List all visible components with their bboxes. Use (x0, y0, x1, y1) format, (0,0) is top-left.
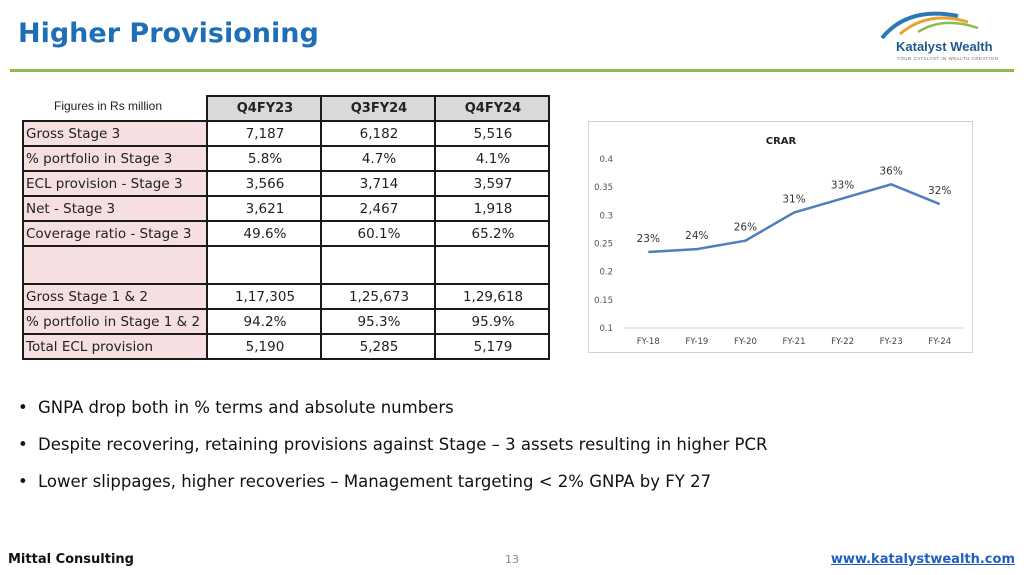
table-cell: 7,187 (206, 120, 322, 147)
table-cell: 1,25,673 (320, 283, 436, 310)
table-header-row: Q4FY23 Q3FY24 Q4FY24 (23, 95, 550, 122)
table-cell: 1,29,618 (434, 283, 550, 310)
column-header: Q4FY24 (434, 95, 550, 122)
page-title: Higher Provisioning (18, 18, 319, 49)
table-row (22, 245, 550, 285)
row-label: Coverage ratio - Stage 3 (22, 220, 208, 247)
table-cell: 3,597 (434, 170, 550, 197)
table-cell: 95.9% (434, 308, 550, 335)
chart-title: CRAR (766, 136, 797, 147)
data-label: 24% (685, 230, 708, 242)
table-row: Net - Stage 3 3,621 2,467 1,918 (22, 195, 550, 222)
bullet-list: GNPA drop both in % terms and absolute n… (18, 398, 767, 509)
row-label: % portfolio in Stage 1 & 2 (22, 308, 208, 335)
x-tick-label: FY-19 (685, 337, 708, 347)
table-note: Figures in Rs million (54, 99, 163, 113)
y-tick-label: 0.1 (599, 324, 613, 334)
row-label: Gross Stage 3 (22, 120, 208, 147)
data-label: 31% (782, 194, 805, 206)
x-tick-label: FY-23 (880, 337, 903, 347)
row-label: Gross Stage 1 & 2 (22, 283, 208, 310)
table-cell: 3,566 (206, 170, 322, 197)
bullet-item: Despite recovering, retaining provisions… (18, 435, 767, 472)
crar-series-line (648, 183, 941, 254)
table-cell: 5,516 (434, 120, 550, 147)
katalyst-logo: Katalyst Wealth YOUR CATALYST IN WEALTH … (878, 8, 1014, 68)
table-cell (434, 245, 550, 285)
table-cell: 5,190 (206, 333, 322, 360)
table-cell (320, 245, 436, 285)
table-row: Total ECL provision 5,190 5,285 5,179 (22, 333, 550, 360)
row-label (22, 245, 208, 285)
data-label: 26% (734, 222, 757, 234)
table-cell: 6,182 (320, 120, 436, 147)
crar-chart-svg: CRAR 0.1 0.15 0.2 0.25 0.3 0.35 0.4 FY-18 FY-19 FY… (594, 136, 964, 347)
table-cell: 60.1% (320, 220, 436, 247)
table-cell: 5,285 (320, 333, 436, 360)
y-tick-label: 0.4 (599, 155, 613, 165)
x-tick-label: FY-20 (734, 337, 757, 347)
row-label: Total ECL provision (22, 333, 208, 360)
x-tick-label: FY-21 (783, 337, 806, 347)
row-label: % portfolio in Stage 3 (22, 145, 208, 172)
table-cell: 3,714 (320, 170, 436, 197)
crar-chart: CRAR 0.1 0.15 0.2 0.25 0.3 0.35 0.4 FY-18 FY-19 FY… (588, 121, 973, 353)
table-cell: 65.2% (434, 220, 550, 247)
title-divider (10, 69, 1014, 72)
table-cell: 4.1% (434, 145, 550, 172)
data-label: 33% (831, 179, 854, 191)
table-row: Gross Stage 1 & 2 1,17,305 1,25,673 1,29,61… (22, 283, 550, 310)
y-tick-label: 0.15 (594, 296, 613, 306)
table-cell: 1,918 (434, 195, 550, 222)
table-cell: 3,621 (206, 195, 322, 222)
data-label: 32% (928, 185, 951, 197)
table-row: % portfolio in Stage 1 & 2 94.2% 95.3% 95.9… (22, 308, 550, 335)
y-tick-label: 0.25 (594, 240, 613, 250)
table-cell: 49.6% (206, 220, 322, 247)
table-row: % portfolio in Stage 3 5.8% 4.7% 4.1% (22, 145, 550, 172)
provisioning-table: Q4FY23 Q3FY24 Q4FY24 Gross Stage 3 7,187 6… (22, 95, 550, 360)
table-cell: 5,179 (434, 333, 550, 360)
table-row: Gross Stage 3 7,187 6,182 5,516 (22, 120, 550, 147)
table-cell (206, 245, 322, 285)
data-label: 36% (879, 165, 902, 177)
table-cell: 5.8% (206, 145, 322, 172)
bullet-item: Lower slippages, higher recoveries – Man… (18, 472, 767, 509)
y-tick-label: 0.2 (599, 268, 613, 278)
page-number: 13 (505, 553, 519, 566)
logo-name: Katalyst Wealth (896, 39, 993, 54)
table-cell: 2,467 (320, 195, 436, 222)
row-label: ECL provision - Stage 3 (22, 170, 208, 197)
table-cell: 4.7% (320, 145, 436, 172)
logo-arcs-icon (880, 11, 979, 40)
x-tick-label: FY-22 (831, 337, 854, 347)
column-header: Q3FY24 (320, 95, 436, 122)
table-row: Coverage ratio - Stage 3 49.6% 60.1% 65.2% (22, 220, 550, 247)
y-tick-label: 0.3 (599, 211, 613, 221)
footer-website-link[interactable]: www.katalystwealth.com (830, 552, 1015, 567)
logo-tagline: YOUR CATALYST IN WEALTH CREATION (897, 56, 999, 61)
table-cell: 1,17,305 (206, 283, 322, 310)
x-tick-label: FY-18 (637, 337, 660, 347)
column-header: Q4FY23 (206, 95, 322, 122)
table-cell: 94.2% (206, 308, 322, 335)
footer-company: Mittal Consulting (8, 552, 134, 567)
row-label: Net - Stage 3 (22, 195, 208, 222)
y-tick-label: 0.35 (594, 183, 613, 193)
bullet-item: GNPA drop both in % terms and absolute n… (18, 398, 767, 435)
data-label: 23% (637, 233, 660, 245)
x-tick-label: FY-24 (928, 337, 951, 347)
table-row: ECL provision - Stage 3 3,566 3,714 3,597 (22, 170, 550, 197)
table-cell: 95.3% (320, 308, 436, 335)
